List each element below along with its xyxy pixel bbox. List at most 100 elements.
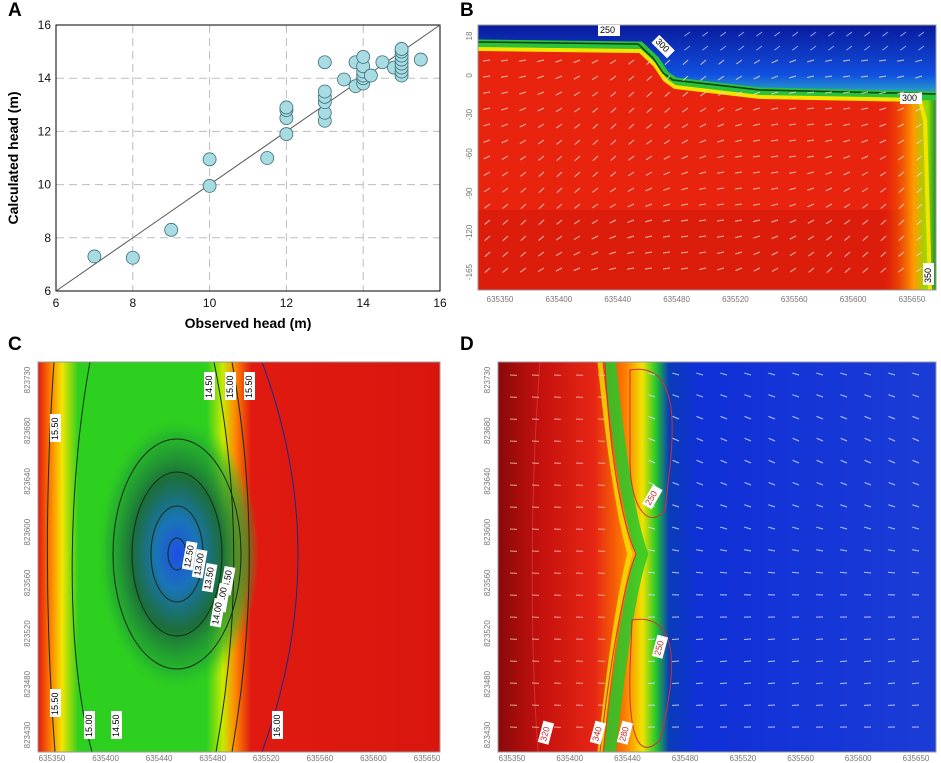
flow-vector [753, 267, 761, 272]
flow-vector [735, 203, 743, 206]
flow-vector [861, 123, 869, 127]
flow-vector [771, 59, 779, 64]
flow-vector [768, 526, 776, 530]
flow-vector [807, 59, 815, 63]
flow-vector [753, 59, 761, 64]
flow-vector [574, 139, 581, 145]
flow-vector [484, 251, 491, 258]
flow-vector [807, 187, 815, 191]
flow-vector [888, 481, 896, 486]
flow-vector [888, 504, 896, 508]
flow-vector [768, 372, 776, 376]
flow-vector [816, 481, 824, 486]
flow-vector [645, 235, 653, 238]
flow-vector [700, 75, 707, 81]
flow-vector [864, 526, 872, 530]
flow-vector [610, 91, 617, 97]
plan-frame [497, 361, 937, 753]
x-tick-labels: 635350 635400 635440 635480 635520 635560 6356… [39, 754, 441, 763]
flow-vector [648, 415, 656, 420]
flow-vector [696, 372, 704, 376]
x-tick-label: 635440 [604, 295, 631, 304]
plan-contour-labels: 15.50 15.50 14.50 15.00 15.50 14.50 15.0… [50, 372, 283, 739]
flow-vector [645, 155, 653, 161]
flow-vector [720, 394, 728, 398]
flow-vector [483, 75, 491, 78]
panel-b-letter: B [460, 0, 474, 21]
flow-vector [696, 526, 704, 530]
flow-vector [696, 459, 704, 464]
flow-vector [647, 682, 656, 685]
flow-vector [684, 31, 691, 37]
flow-vector [898, 267, 905, 273]
flow-vector [609, 235, 617, 239]
flow-vector [574, 155, 581, 162]
flow-vector [574, 203, 581, 209]
flow-vector [840, 437, 848, 442]
x-tick-label: 635440 [614, 754, 641, 763]
y-tick-label: -165 [465, 263, 474, 280]
flow-vector [719, 660, 728, 663]
flow-vector [520, 171, 527, 177]
flow-vector [735, 59, 743, 65]
flow-vector [816, 415, 824, 420]
flow-vector [645, 203, 653, 207]
flow-vector [826, 267, 833, 274]
flow-vector [681, 267, 689, 270]
flow-vector [592, 171, 599, 177]
flow-vector [663, 203, 671, 207]
y-tick-labels: 823730 823680 823640 823600 823560 823520 8234… [483, 366, 492, 748]
x-tick-label: 635480 [199, 754, 226, 763]
flow-vector [807, 171, 815, 175]
data-point [356, 50, 371, 64]
flow-vector [717, 251, 725, 255]
y-tick-labels: 6 8 10 12 14 16 [38, 18, 52, 298]
flow-vector [717, 219, 725, 222]
flow-vector [792, 504, 800, 508]
flow-vector [610, 107, 617, 114]
flow-vector [864, 31, 871, 37]
flow-vector [538, 155, 545, 161]
flow-vector [770, 155, 779, 158]
x-tick-label: 635600 [840, 295, 867, 304]
contour-label: 15.00 [225, 375, 235, 398]
y-tick-label: 10 [38, 178, 52, 192]
flow-vector [681, 219, 689, 222]
flow-vector [916, 155, 923, 161]
flow-vector [911, 682, 920, 685]
y-tick-label: -120 [465, 224, 474, 241]
flow-vector [663, 171, 671, 176]
flow-vector [843, 171, 851, 176]
flow-vector [628, 59, 635, 65]
flow-vector [695, 571, 704, 574]
flow-vector [734, 187, 743, 190]
flow-vector [696, 504, 704, 508]
plan-background [498, 362, 936, 752]
x-axis-label: Observed head (m) [185, 315, 312, 331]
section-heatmap: 250 300 300 350 635350 635400 635440 635480… [465, 24, 937, 304]
flow-vector [735, 123, 743, 127]
flow-vector [768, 549, 776, 552]
flow-vector [627, 187, 635, 192]
flow-vector [645, 219, 653, 223]
flow-vector [556, 171, 563, 178]
flow-vector [768, 415, 776, 420]
flow-vector [839, 682, 848, 685]
flow-vector [861, 75, 869, 78]
flow-vector [912, 504, 920, 508]
flow-vector [663, 251, 671, 254]
flow-vector [888, 437, 896, 442]
y-tick-label: 823480 [23, 670, 32, 697]
flow-vector [828, 45, 835, 51]
flow-vector [648, 372, 656, 376]
contour-label: 340 [590, 725, 604, 742]
x-tick-labels: 635350 635400 635440 635480 635520 635560 6356… [499, 754, 930, 763]
flow-vector [843, 187, 851, 192]
flow-vector [735, 155, 743, 158]
y-axis-label: Calculated head (m) [5, 91, 21, 224]
contour-label: 250 [600, 25, 615, 35]
flow-vector [879, 107, 887, 111]
flow-vector [672, 394, 680, 398]
flow-vector [898, 203, 905, 210]
flow-vector [609, 203, 617, 208]
